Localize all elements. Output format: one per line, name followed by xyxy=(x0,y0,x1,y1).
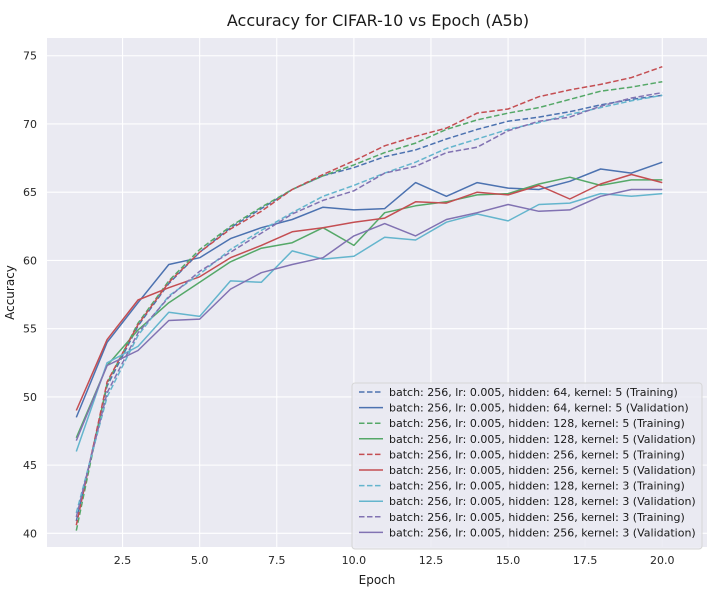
legend-box xyxy=(351,382,703,550)
y-tick-label: 50 xyxy=(23,391,37,404)
x-tick-label: 2.5 xyxy=(114,554,132,567)
y-axis-label: Accuracy xyxy=(3,265,17,320)
x-tick-label: 20.0 xyxy=(650,554,675,567)
legend-entry: batch: 256, lr: 0.005, hidden: 256, kern… xyxy=(389,511,685,524)
series-line-9 xyxy=(75,91,663,518)
legend-entry: batch: 256, lr: 0.005, hidden: 256, kern… xyxy=(389,464,696,477)
legend: batch: 256, lr: 0.005, hidden: 64, kerne… xyxy=(351,382,703,550)
x-tick-label: 12.5 xyxy=(419,554,444,567)
legend-entry: batch: 256, lr: 0.005, hidden: 256, kern… xyxy=(389,526,696,539)
legend-entry: batch: 256, lr: 0.005, hidden: 64, kerne… xyxy=(389,402,689,415)
x-tick-label: 15.0 xyxy=(496,554,521,567)
series-line-1 xyxy=(75,94,663,522)
legend-entry: batch: 256, lr: 0.005, hidden: 128, kern… xyxy=(389,495,696,508)
y-tick-label: 40 xyxy=(23,527,37,540)
x-axis-ticks: 2.5 5.0 7.5 10.0 12.5 15.0 17.5 20.0 xyxy=(114,554,675,567)
chart-title: Accuracy for CIFAR-10 vs Epoch (A5b) xyxy=(227,11,529,30)
series-line-5 xyxy=(75,65,663,526)
series-line-8 xyxy=(75,192,663,452)
series-line-2 xyxy=(75,161,663,418)
x-tick-label: 10.0 xyxy=(342,554,367,567)
legend-entry: batch: 256, lr: 0.005, hidden: 256, kern… xyxy=(389,448,685,461)
y-tick-label: 60 xyxy=(23,254,37,267)
series-line-10 xyxy=(75,188,663,441)
x-tick-label: 17.5 xyxy=(573,554,598,567)
series-lines xyxy=(75,65,663,531)
y-axis-ticks: 40 45 50 55 60 65 70 75 xyxy=(23,50,37,541)
series-line-6 xyxy=(75,173,663,411)
y-tick-label: 75 xyxy=(23,50,37,63)
y-tick-label: 65 xyxy=(23,186,37,199)
y-tick-label: 55 xyxy=(23,323,37,336)
legend-entry: batch: 256, lr: 0.005, hidden: 128, kern… xyxy=(389,417,685,430)
legend-entry: batch: 256, lr: 0.005, hidden: 64, kerne… xyxy=(389,386,678,399)
y-tick-label: 70 xyxy=(23,118,37,131)
y-tick-label: 45 xyxy=(23,459,37,472)
x-axis-label: Epoch xyxy=(359,573,396,587)
legend-entry: batch: 256, lr: 0.005, hidden: 128, kern… xyxy=(389,480,685,493)
x-tick-label: 7.5 xyxy=(268,554,286,567)
legend-entry: batch: 256, lr: 0.005, hidden: 128, kern… xyxy=(389,433,696,446)
x-tick-label: 5.0 xyxy=(191,554,209,567)
series-line-3 xyxy=(75,80,663,531)
